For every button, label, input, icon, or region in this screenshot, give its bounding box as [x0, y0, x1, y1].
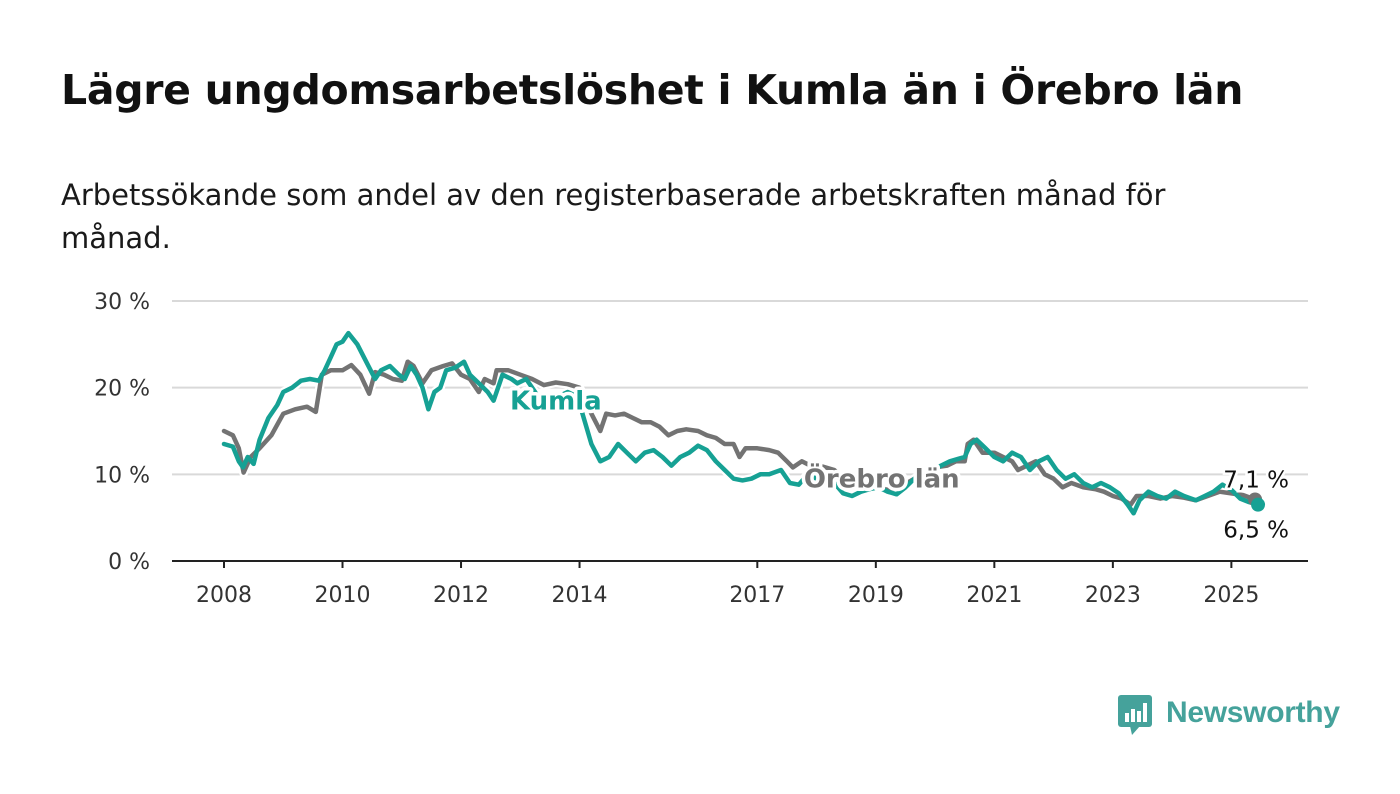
x-tick-label: 2010 [315, 583, 371, 608]
series-end-value-label: 7,1 % [1223, 467, 1289, 493]
x-tick-label: 2008 [196, 583, 252, 608]
series-lines [219, 328, 1266, 518]
x-axis-ticks: 2008 2010 2012 2014 2017 2019 2021 2023 2025 [196, 561, 1259, 608]
y-tick-label: 0 % [108, 550, 150, 575]
gridlines [172, 300, 1308, 562]
y-axis-ticks: 0 % 10 % 20 % 30 % [94, 290, 150, 575]
x-tick-label: 2017 [729, 583, 785, 608]
y-tick-label: 10 % [94, 463, 150, 488]
x-tick-label: 2012 [433, 583, 489, 608]
series-labels: 7,1 % 6,5 % Kumla Örebro län [506, 383, 1291, 546]
chart-title: Lägre ungdomsarbetslöshet i Kumla än i Ö… [61, 66, 1244, 114]
series-end-point [1251, 497, 1266, 512]
series-line--rebro-l-n [221, 359, 1258, 507]
x-tick-label: 2019 [848, 583, 904, 608]
x-tick-label: 2023 [1085, 583, 1141, 608]
y-tick-label: 30 % [94, 290, 150, 315]
series-name-label: Örebro län [804, 461, 960, 494]
series-name-label: Kumla [510, 386, 602, 416]
series-line-kumla [221, 330, 1261, 516]
y-tick-label: 20 % [94, 377, 150, 402]
series-end-value-label: 6,5 % [1223, 518, 1289, 544]
x-tick-label: 2025 [1203, 583, 1259, 608]
x-tick-label: 2021 [966, 583, 1022, 608]
chart-subtitle: Arbetssökande som andel av den registerb… [61, 178, 1166, 255]
brand-name: Newsworthy [1166, 696, 1340, 729]
newsworthy-logo: Newsworthy [1118, 690, 1340, 736]
bar-chart-speech-bubble-icon [1118, 693, 1154, 735]
x-tick-label: 2014 [552, 583, 608, 608]
